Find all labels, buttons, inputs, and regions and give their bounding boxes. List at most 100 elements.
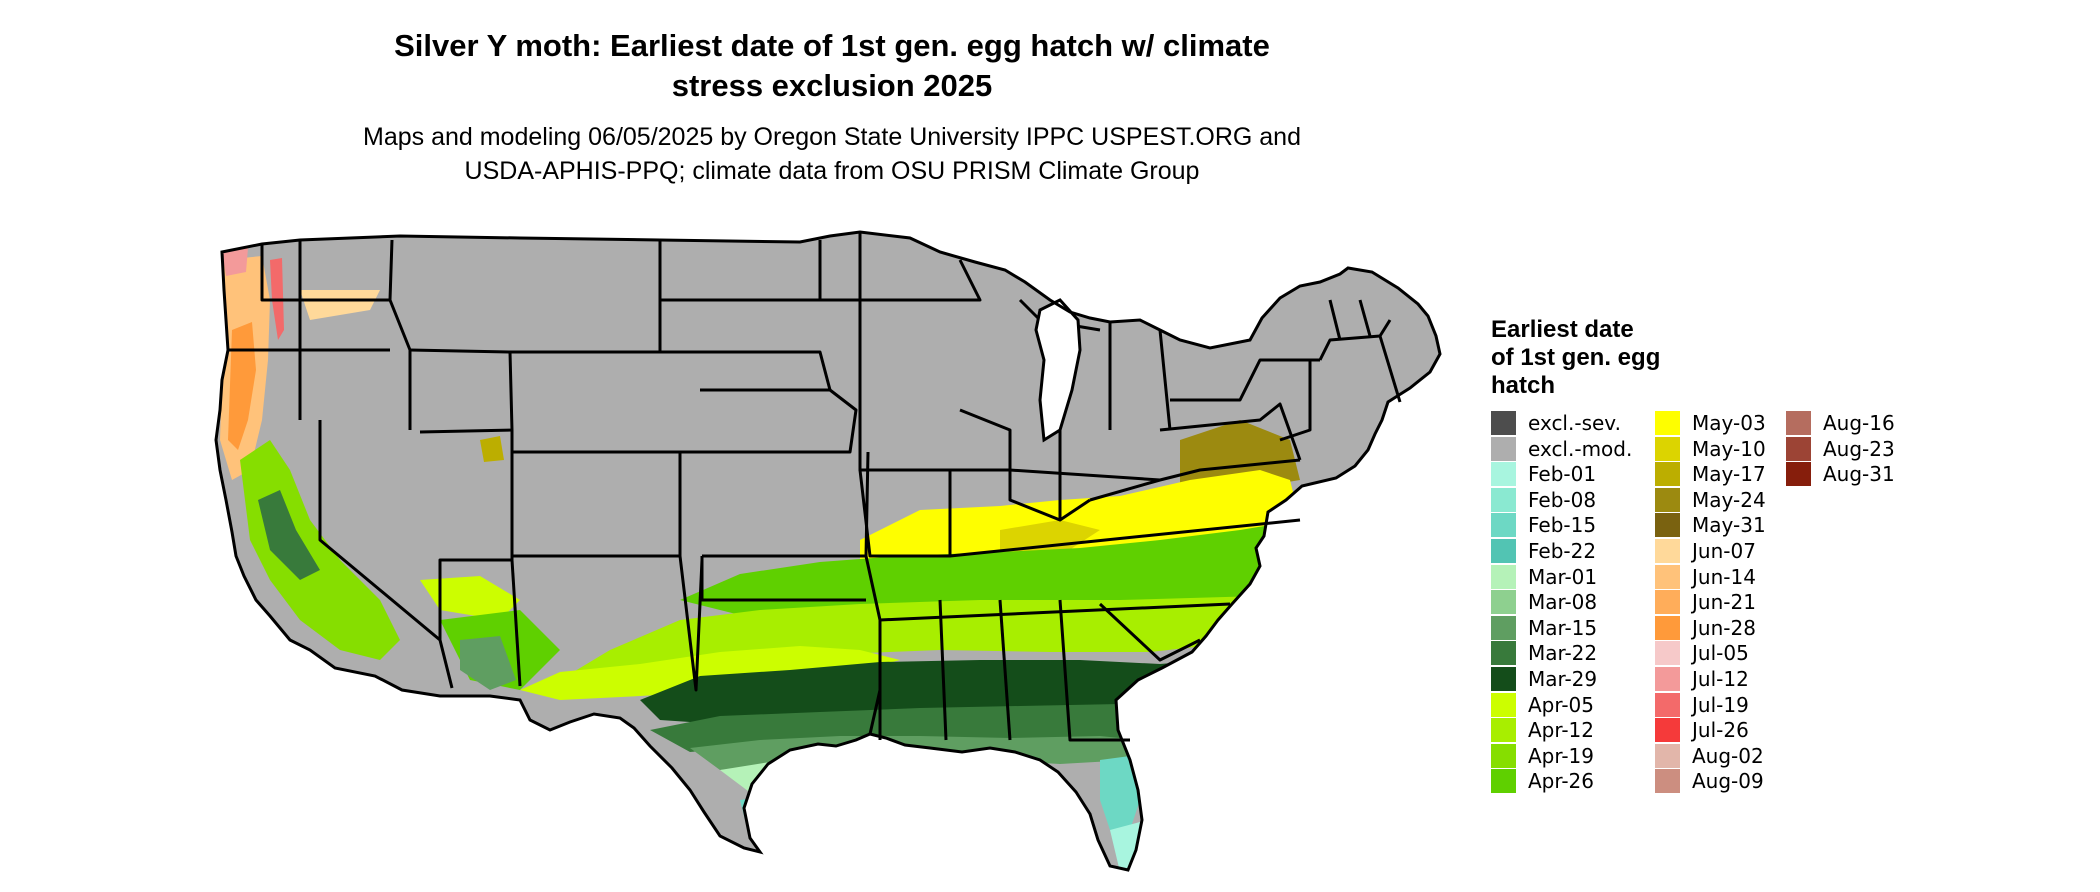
legend-swatch bbox=[1491, 769, 1516, 794]
legend-label: Aug-23 bbox=[1823, 436, 1895, 461]
legend-swatch bbox=[1655, 641, 1680, 666]
legend-item: May-17 bbox=[1655, 461, 1815, 487]
zone-apr-05-sw bbox=[420, 576, 520, 620]
legend-swatch bbox=[1655, 539, 1680, 563]
us-map bbox=[214, 230, 1442, 872]
legend-item: Apr-19 bbox=[1491, 743, 1651, 769]
legend-item: excl.-mod. bbox=[1491, 436, 1651, 462]
legend-item: Aug-31 bbox=[1786, 461, 1946, 487]
legend-swatch bbox=[1786, 411, 1811, 435]
legend-label: Jun-28 bbox=[1692, 615, 1756, 640]
legend-swatch bbox=[1655, 487, 1680, 512]
legend-label: Apr-26 bbox=[1528, 769, 1594, 794]
legend-item: Mar-22 bbox=[1491, 640, 1651, 666]
legend-label: Mar-22 bbox=[1528, 641, 1598, 666]
legend-item: Mar-01 bbox=[1491, 564, 1651, 590]
legend-item: Feb-01 bbox=[1491, 461, 1651, 487]
legend-swatch bbox=[1655, 564, 1680, 589]
legend-item: May-03 bbox=[1655, 410, 1815, 436]
legend-swatch bbox=[1655, 411, 1680, 435]
zone-may-17-nv bbox=[480, 436, 504, 462]
legend-title-line-3: hatch bbox=[1491, 372, 1556, 399]
legend-item: Aug-16 bbox=[1786, 410, 1946, 436]
legend-item: Jun-07 bbox=[1655, 538, 1815, 564]
legend-label: Aug-09 bbox=[1692, 769, 1764, 794]
legend-label: May-24 bbox=[1692, 487, 1766, 512]
legend-label: Jul-12 bbox=[1692, 667, 1749, 691]
legend-label: Apr-19 bbox=[1528, 743, 1594, 768]
legend-title-line-1: Earliest date bbox=[1491, 316, 1634, 343]
map-subtitle-line-1: Maps and modeling 06/05/2025 by Oregon S… bbox=[363, 123, 1301, 151]
map-title-line-1: Silver Y moth: Earliest date of 1st gen.… bbox=[394, 28, 1270, 63]
legend-label: Jul-05 bbox=[1692, 641, 1749, 666]
legend-swatch bbox=[1491, 462, 1516, 487]
legend-item: Mar-15 bbox=[1491, 615, 1651, 641]
legend-label: Mar-08 bbox=[1528, 590, 1598, 615]
zone-jun-28 bbox=[228, 322, 256, 450]
legend-label: Mar-15 bbox=[1528, 615, 1598, 640]
map-subtitle-line-2: USDA-APHIS-PPQ; climate data from OSU PR… bbox=[464, 157, 1200, 185]
legend-item: Feb-15 bbox=[1491, 512, 1651, 538]
legend-label: May-10 bbox=[1692, 436, 1766, 461]
legend-swatch bbox=[1491, 615, 1516, 640]
legend-item: May-24 bbox=[1655, 487, 1815, 513]
legend-item: excl.-sev. bbox=[1491, 410, 1651, 436]
legend-swatch bbox=[1655, 692, 1680, 717]
legend-item: Aug-23 bbox=[1786, 436, 1946, 462]
legend-label: Mar-29 bbox=[1528, 667, 1598, 691]
legend-swatch bbox=[1655, 590, 1680, 615]
legend-label: Aug-16 bbox=[1823, 411, 1895, 435]
legend-label: May-17 bbox=[1692, 462, 1766, 487]
legend-swatch bbox=[1491, 539, 1516, 563]
legend-swatch bbox=[1655, 667, 1680, 691]
legend-label: excl.-mod. bbox=[1528, 436, 1633, 461]
state-boundaries bbox=[228, 232, 1402, 742]
legend-swatch bbox=[1655, 436, 1680, 461]
legend-item: Aug-02 bbox=[1655, 743, 1815, 769]
legend-title-line-2: of 1st gen. egg bbox=[1491, 344, 1661, 371]
legend-label: May-31 bbox=[1692, 513, 1766, 538]
legend-label: Jul-26 bbox=[1692, 718, 1749, 743]
legend-item: Jul-05 bbox=[1655, 640, 1815, 666]
legend-item: Apr-05 bbox=[1491, 692, 1651, 718]
legend-label: Feb-22 bbox=[1528, 539, 1597, 563]
legend-label: Apr-05 bbox=[1528, 692, 1594, 717]
legend-swatch bbox=[1655, 513, 1680, 538]
legend-item: Jun-21 bbox=[1655, 589, 1815, 615]
legend-label: Jun-07 bbox=[1692, 539, 1756, 563]
map-title-line-2: stress exclusion 2025 bbox=[671, 68, 993, 103]
legend-swatch bbox=[1491, 692, 1516, 717]
legend-item: Apr-12 bbox=[1491, 717, 1651, 743]
legend-label: May-03 bbox=[1692, 411, 1766, 435]
zone-jul-12 bbox=[222, 248, 248, 276]
legend-label: Mar-01 bbox=[1528, 564, 1598, 589]
legend-label: Feb-08 bbox=[1528, 487, 1597, 512]
legend-item: May-31 bbox=[1655, 512, 1815, 538]
legend-swatch bbox=[1491, 564, 1516, 589]
legend-label: Feb-15 bbox=[1528, 513, 1597, 538]
legend-item: Jun-14 bbox=[1655, 564, 1815, 590]
legend-item: Apr-26 bbox=[1491, 768, 1651, 794]
zone-apr-05 bbox=[520, 646, 900, 700]
legend-swatch bbox=[1491, 590, 1516, 615]
legend-swatch bbox=[1491, 513, 1516, 538]
legend-swatch bbox=[1786, 436, 1811, 461]
legend-swatch bbox=[1655, 718, 1680, 743]
legend-item: Mar-29 bbox=[1491, 666, 1651, 692]
legend-label: Jul-19 bbox=[1692, 692, 1749, 717]
legend-item: Feb-22 bbox=[1491, 538, 1651, 564]
legend-swatch bbox=[1491, 487, 1516, 512]
legend-item: Aug-09 bbox=[1655, 768, 1815, 794]
legend-swatch bbox=[1655, 743, 1680, 768]
legend-swatch bbox=[1491, 743, 1516, 768]
legend-item: Feb-08 bbox=[1491, 487, 1651, 513]
zone-apr-26 bbox=[680, 520, 1320, 620]
legend-item: Mar-08 bbox=[1491, 589, 1651, 615]
legend-label: Aug-31 bbox=[1823, 462, 1895, 487]
zone-may-10 bbox=[1000, 520, 1100, 560]
legend-item: Jul-26 bbox=[1655, 717, 1815, 743]
legend-swatch bbox=[1655, 462, 1680, 487]
legend-label: Feb-01 bbox=[1528, 462, 1597, 487]
zone-mar-22-ca bbox=[258, 490, 320, 580]
